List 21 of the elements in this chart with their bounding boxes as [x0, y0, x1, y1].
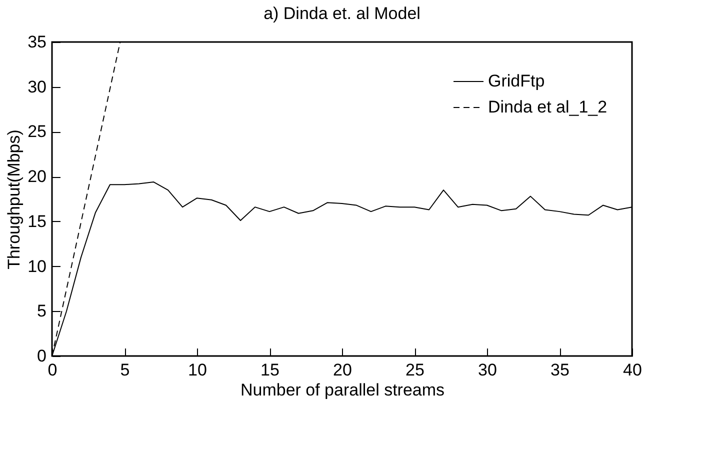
x-tick-label: 40	[623, 360, 642, 380]
y-tick-label: 0	[37, 346, 46, 366]
y-tick-label: 30	[28, 77, 46, 96]
x-tick-label: 15	[260, 360, 280, 380]
y-tick-label: 5	[37, 302, 46, 321]
chart-title: a) Dinda et. al Model	[264, 4, 420, 23]
y-tick-label: 10	[28, 256, 46, 276]
x-tick-label: 10	[188, 360, 207, 380]
y-tick-label: 15	[28, 212, 46, 231]
x-tick-label: 5	[120, 360, 130, 380]
legend-label: Dinda et al_1_2	[488, 98, 608, 116]
legend-label: GridFtp	[488, 72, 545, 90]
x-tick-label: 20	[333, 360, 352, 380]
y-tick-label: 35	[28, 32, 46, 52]
y-tick-label: 25	[28, 122, 46, 142]
x-tick-label: 30	[478, 360, 497, 380]
x-tick-label: 25	[406, 360, 424, 380]
y-tick-label: 20	[28, 167, 46, 186]
x-tick-label: 35	[550, 360, 570, 380]
y-axis-title: Throughput(Mbps)	[4, 130, 24, 270]
x-axis-title: Number of parallel streams	[240, 380, 445, 400]
